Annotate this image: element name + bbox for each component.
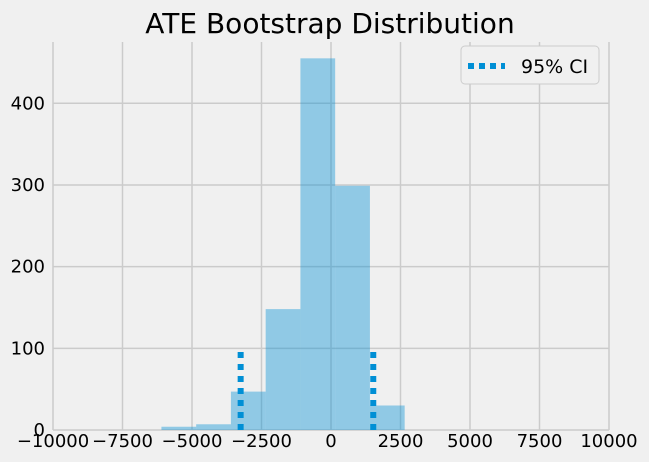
x-tick-label: −2500 xyxy=(231,431,292,452)
x-tick-label: 10000 xyxy=(580,431,637,452)
x-axis-ticks: −10000 −7500 −5000 −2500 0 2500 5000 7500 10000 xyxy=(17,431,638,452)
y-tick-label: 400 xyxy=(11,93,45,114)
legend: 95% CI xyxy=(460,45,600,85)
grid xyxy=(52,42,610,431)
confidence-interval-lines xyxy=(237,348,377,430)
x-tick-label: 2500 xyxy=(378,431,424,452)
histogram-bar xyxy=(265,309,301,430)
histogram-bar xyxy=(161,426,197,430)
histogram-bars xyxy=(161,58,405,430)
y-axis-ticks: 0 100 200 300 400 xyxy=(11,93,45,441)
legend-ci-label: 95% CI xyxy=(521,56,588,78)
histogram-bar xyxy=(196,424,231,430)
y-tick-label: 0 xyxy=(34,420,45,441)
x-tick-label: −10000 xyxy=(17,431,89,452)
histogram-bar xyxy=(300,58,336,430)
x-tick-label: −7500 xyxy=(92,431,153,452)
x-tick-label: 0 xyxy=(325,431,336,452)
y-tick-label: 200 xyxy=(11,257,45,278)
histogram-bar xyxy=(335,185,370,430)
legend-box xyxy=(460,45,600,85)
chart-title: ATE Bootstrap Distribution xyxy=(145,7,514,40)
y-tick-label: 300 xyxy=(11,175,45,196)
x-tick-label: −5000 xyxy=(162,431,223,452)
x-tick-label: 5000 xyxy=(447,431,493,452)
histogram-bar xyxy=(230,391,266,430)
x-tick-label: 7500 xyxy=(517,431,563,452)
y-tick-label: 100 xyxy=(11,338,45,359)
